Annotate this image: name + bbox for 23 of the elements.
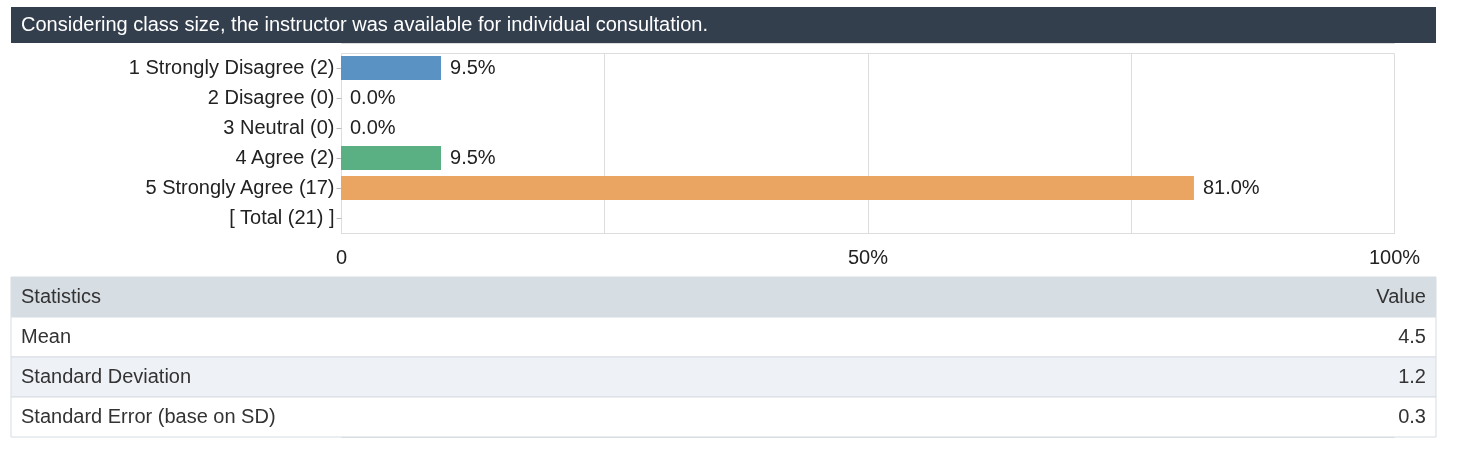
text: 1.2 (1398, 365, 1426, 387)
y-tick-label: 1 Strongly Disagree (2) (128, 56, 335, 78)
text: 4.5 (1398, 325, 1426, 347)
text: Value (1376, 285, 1426, 307)
data-label: 81.0% (1202, 176, 1260, 198)
x-tick-label: 0 (335, 245, 348, 268)
chart-title: Considering class size, the instructor was available for individual consultation. (21, 13, 709, 35)
text: Standard Deviation (21, 365, 192, 387)
text: Mean (21, 325, 72, 347)
x-tick-label: 50% (847, 245, 889, 268)
y-tick-label: [ Total (21) ] (229, 206, 335, 228)
text: 0.3 (1398, 405, 1426, 427)
y-tick-label: 3 Neutral (0) (223, 116, 335, 138)
y-tick-label: 5 Strongly Agree (17) (145, 176, 335, 198)
text: Standard Error (base on SD) (21, 405, 276, 427)
x-tick-label: 100% (1368, 245, 1421, 268)
text: Statistics (21, 285, 102, 307)
y-tick-label: 2 Disagree (0) (207, 86, 335, 108)
data-label: 9.5% (450, 146, 496, 168)
data-label: 0.0% (350, 116, 396, 138)
y-tick-label: 4 Agree (2) (235, 146, 335, 168)
data-label: 9.5% (450, 56, 496, 78)
data-label: 0.0% (350, 86, 396, 108)
